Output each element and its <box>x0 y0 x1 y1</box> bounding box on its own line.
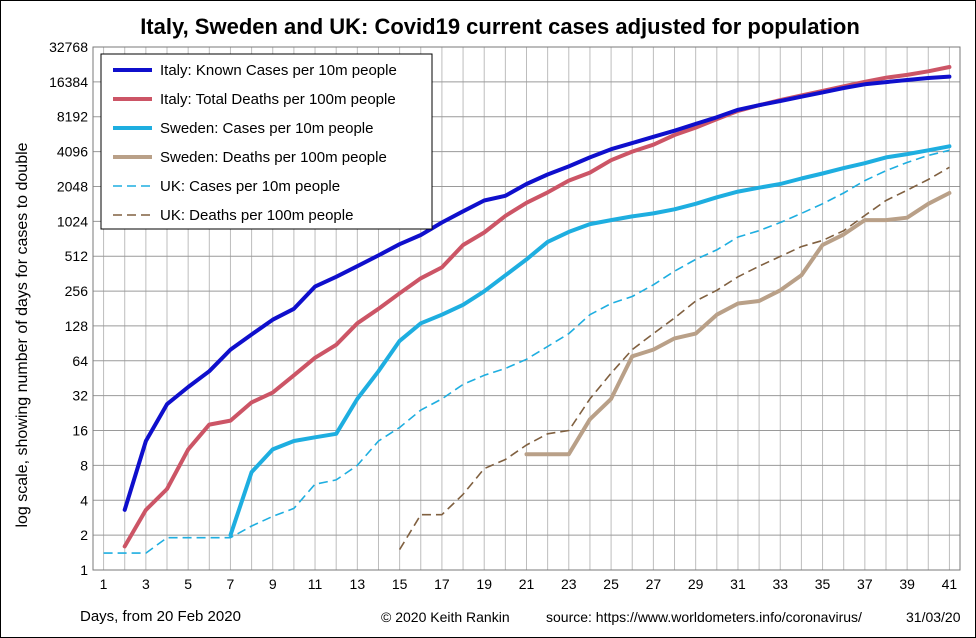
legend-label: UK: Cases per 10m people <box>160 178 340 195</box>
x-tick-label: 7 <box>227 576 235 592</box>
y-tick-label: 8192 <box>57 109 88 125</box>
date-text: 31/03/20 <box>906 609 961 625</box>
x-tick-label: 33 <box>772 576 788 592</box>
x-tick-label: 27 <box>646 576 662 592</box>
x-tick-label: 1 <box>100 576 108 592</box>
y-tick-label: 512 <box>65 248 89 264</box>
y-tick-label: 4 <box>80 492 88 508</box>
legend-box <box>100 53 433 230</box>
series-line-5 <box>398 166 950 551</box>
y-tick-label: 2048 <box>57 178 88 194</box>
y-tick-label: 32 <box>72 388 88 404</box>
axes: 1 2 4 8 16 32 64 128 256 512 1024 2048 4096 8192 16384… <box>49 39 961 592</box>
x-tick-label: 41 <box>942 576 958 592</box>
y-tick-label: 16384 <box>49 74 88 90</box>
y-tick-label: 256 <box>65 283 89 299</box>
x-tick-label: 37 <box>857 576 873 592</box>
x-tick-label: 29 <box>688 576 704 592</box>
x-tick-label: 13 <box>350 576 366 592</box>
x-tick-label: 23 <box>561 576 577 592</box>
y-tick-label: 16 <box>72 423 88 439</box>
legend-label: Italy: Total Deaths per 100m people <box>160 91 396 108</box>
x-tick-label: 21 <box>519 576 535 592</box>
series-line-2 <box>228 144 952 538</box>
y-tick-label: 2 <box>80 527 88 543</box>
legend-label: Italy: Known Cases per 10m people <box>160 62 397 79</box>
y-tick-label: 1024 <box>57 213 88 229</box>
credit-text: © 2020 Keith Rankin <box>381 609 510 625</box>
y-axis-label: log scale, showing number of days for ca… <box>14 142 31 527</box>
legend-label: UK: Deaths per 100m people <box>160 207 353 224</box>
x-tick-label: 9 <box>269 576 277 592</box>
x-tick-label: 5 <box>184 576 192 592</box>
series-line-0 <box>122 74 952 512</box>
y-tick-label: 1 <box>80 562 88 578</box>
x-tick-label: 25 <box>603 576 619 592</box>
x-axis-label: Days, from 20 Feb 2020 <box>80 608 241 625</box>
series-line-4 <box>103 149 950 554</box>
x-tick-label: 35 <box>815 576 831 592</box>
chart-title: Italy, Sweden and UK: Covid19 current ca… <box>140 14 860 39</box>
y-tick-label: 32768 <box>49 39 88 55</box>
source-text: source: https://www.worldometers.info/co… <box>546 609 862 625</box>
x-tick-label: 17 <box>434 576 450 592</box>
x-tick-label: 11 <box>308 576 323 592</box>
series-layer <box>103 65 952 554</box>
x-tick-label: 3 <box>142 576 150 592</box>
y-tick-label: 4096 <box>57 144 88 160</box>
legend: Italy: Known Cases per 10m people Italy: … <box>100 53 433 230</box>
y-tick-label: 8 <box>80 457 88 473</box>
series-line-3 <box>524 191 952 457</box>
x-tick-label: 39 <box>899 576 915 592</box>
y-tick-label: 128 <box>65 318 89 334</box>
legend-label: Sweden: Deaths per 100m people <box>160 149 387 166</box>
x-tick-label: 15 <box>392 576 408 592</box>
x-tick-label: 19 <box>476 576 492 592</box>
plot-border <box>92 46 961 571</box>
y-tick-label: 64 <box>72 353 88 369</box>
legend-label: Sweden: Cases per 10m people <box>160 120 373 137</box>
x-tick-label: 31 <box>730 576 746 592</box>
